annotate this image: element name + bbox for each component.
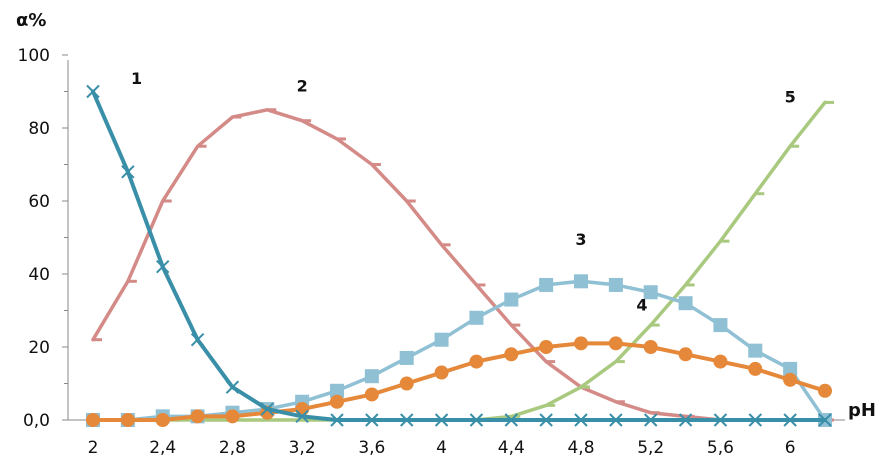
x-tick-label: 4,8	[567, 438, 594, 458]
series-4-point	[86, 413, 100, 427]
series-4-point	[783, 372, 798, 387]
series-2-label: 2	[297, 77, 308, 96]
series-4-point	[608, 336, 623, 351]
series-4-point	[818, 383, 832, 398]
x-axis-label: pH	[848, 400, 876, 421]
x-tick-label: 5,2	[637, 438, 664, 458]
series-2	[91, 108, 834, 422]
series-4-point	[678, 347, 693, 362]
series-1-point	[469, 413, 484, 427]
series-3-point	[504, 292, 519, 307]
series-1-point	[748, 413, 762, 427]
series-4-point	[434, 365, 449, 380]
series-1-point	[365, 413, 379, 427]
y-axis-label: α%	[16, 10, 47, 31]
series-4-point	[190, 409, 205, 424]
series-3-label: 3	[575, 230, 586, 249]
series-1-point	[434, 413, 449, 427]
series-3-point	[539, 277, 554, 292]
series-4-point	[713, 354, 728, 369]
x-tick-label: 2,4	[149, 438, 176, 458]
series-3-point	[330, 383, 344, 398]
series-1-point	[713, 413, 728, 427]
series-4-line	[91, 341, 827, 422]
series-1-point	[818, 413, 832, 427]
series-4-point	[539, 340, 554, 354]
series-4-point	[120, 413, 135, 427]
series-1-point	[260, 402, 274, 416]
y-tick-label: 40	[28, 265, 50, 285]
x-tick-label: 4,4	[498, 438, 525, 458]
series-4-point	[643, 340, 658, 354]
series-labels: 1 2 3 4 5	[131, 69, 796, 314]
series-3-point	[678, 296, 693, 311]
series-1-point	[190, 332, 205, 347]
series-3-point	[364, 369, 379, 384]
series-4-point	[364, 387, 379, 402]
series-3-point	[608, 277, 623, 292]
x-tick-label: 3,2	[289, 438, 316, 458]
series-1-line	[91, 89, 827, 422]
series-3-point	[574, 274, 588, 289]
series-4-point	[504, 347, 519, 362]
series-1-point	[86, 84, 100, 99]
series-5-line	[91, 100, 827, 422]
series-1-point	[678, 413, 693, 427]
y-tick-label: 100	[18, 46, 50, 66]
series-1-point	[156, 259, 170, 274]
x-tick-label: 2,8	[219, 438, 246, 458]
series-4-point	[225, 409, 240, 424]
series-3-point	[748, 343, 763, 358]
series-3-point	[783, 361, 798, 376]
series-1-point	[504, 413, 518, 427]
series-1-point	[295, 409, 309, 424]
series-5-label: 5	[785, 87, 796, 106]
series-4-point	[330, 394, 344, 409]
series-1-point	[644, 413, 658, 427]
series-3-line	[91, 279, 827, 422]
series-1-point	[225, 380, 240, 394]
series-1-label: 1	[131, 69, 142, 88]
series-1-point	[330, 413, 344, 427]
y-tick-label: 0,0	[23, 411, 50, 431]
series-1-point	[539, 413, 553, 427]
series-2-line	[91, 108, 827, 422]
series-1	[86, 84, 832, 427]
series-1-point	[121, 165, 135, 179]
x-tick-label: 4	[436, 438, 447, 458]
series-4-point	[574, 336, 588, 351]
series-4-point	[469, 354, 484, 369]
series-3-point	[399, 350, 414, 365]
series-3-point	[643, 285, 658, 300]
series-3-point	[713, 318, 728, 333]
x-tick-label: 2	[88, 438, 99, 458]
x-ticks: 2 2,4 2,8 3,2 3,6 4 4,4 4,8 5,2 5,6 6	[88, 438, 796, 458]
series-4-point	[155, 413, 170, 427]
series-4	[86, 336, 832, 427]
series-5	[91, 100, 834, 422]
x-tick-label: 5,6	[707, 438, 734, 458]
series-4-point	[748, 361, 763, 376]
series-3-point	[469, 310, 484, 325]
series-1-point	[400, 413, 414, 427]
x-tick-label: 6	[785, 438, 796, 458]
series-3-point	[434, 332, 449, 347]
y-ticks: 0,0 20 40 60 80 100	[18, 46, 68, 431]
y-tick-label: 20	[28, 338, 50, 358]
series-4-label: 4	[636, 296, 647, 315]
y-tick-label: 80	[28, 119, 50, 139]
series-1-point	[609, 413, 623, 427]
series-3	[86, 274, 832, 427]
y-tick-label: 60	[28, 192, 50, 212]
series-group	[86, 84, 834, 427]
series-4-point	[399, 376, 414, 391]
series-1-point	[783, 413, 797, 427]
x-tick-label: 3,6	[358, 438, 385, 458]
series-1-point	[574, 413, 588, 427]
